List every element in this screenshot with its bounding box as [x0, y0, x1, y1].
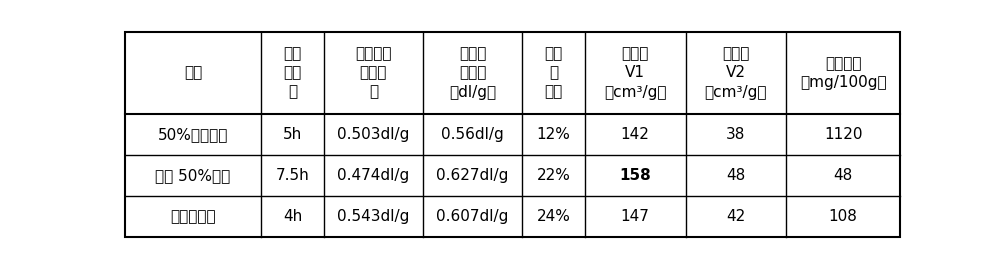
Text: 5h: 5h: [283, 127, 302, 142]
Text: 过滤
器周
期: 过滤 器周 期: [283, 46, 302, 99]
Text: 0.607dl/g: 0.607dl/g: [436, 209, 509, 224]
Text: 42: 42: [726, 209, 746, 224]
Text: 疵点含量
（mg/100g）: 疵点含量 （mg/100g）: [800, 56, 886, 90]
Text: 24%: 24%: [536, 209, 570, 224]
Text: 7.5h: 7.5h: [276, 168, 309, 183]
Text: 膨松度
V1
（cm³/g）: 膨松度 V1 （cm³/g）: [604, 46, 666, 99]
Text: 纤维
含
油水: 纤维 含 油水: [544, 46, 563, 99]
Text: 158: 158: [619, 168, 651, 183]
Text: 4h: 4h: [283, 209, 302, 224]
Text: 状态: 状态: [184, 65, 202, 80]
Text: 无氨纶纺丝: 无氨纶纺丝: [170, 209, 216, 224]
Text: 0.503dl/g: 0.503dl/g: [337, 127, 410, 142]
Text: 48: 48: [834, 168, 853, 183]
Text: 0.474dl/g: 0.474dl/g: [337, 168, 410, 183]
Text: 醇解 50%氨纶: 醇解 50%氨纶: [155, 168, 231, 183]
Text: 12%: 12%: [536, 127, 570, 142]
Text: 1120: 1120: [824, 127, 862, 142]
Text: 48: 48: [726, 168, 746, 183]
Text: 螺杆挤出
熔融粘
度: 螺杆挤出 熔融粘 度: [355, 46, 392, 99]
Text: 142: 142: [621, 127, 650, 142]
Text: 22%: 22%: [536, 168, 570, 183]
Text: 膨松度
V2
（cm³/g）: 膨松度 V2 （cm³/g）: [705, 46, 767, 99]
Text: 0.56dl/g: 0.56dl/g: [441, 127, 504, 142]
Text: 38: 38: [726, 127, 746, 142]
Text: 0.543dl/g: 0.543dl/g: [337, 209, 410, 224]
Text: 最终熔
体粘度
（dl/g）: 最终熔 体粘度 （dl/g）: [449, 46, 496, 99]
Text: 108: 108: [829, 209, 858, 224]
Text: 0.627dl/g: 0.627dl/g: [436, 168, 509, 183]
Text: 50%氨纶纺丝: 50%氨纶纺丝: [158, 127, 228, 142]
Text: 147: 147: [621, 209, 650, 224]
